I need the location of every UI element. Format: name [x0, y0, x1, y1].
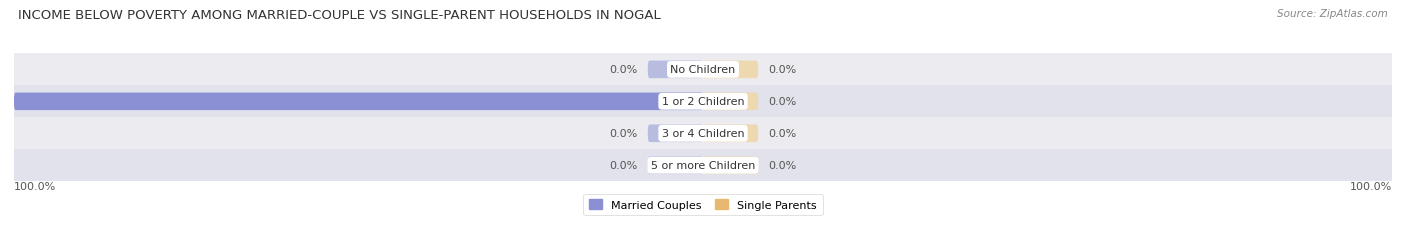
- Text: 100.0%: 100.0%: [0, 97, 4, 107]
- FancyBboxPatch shape: [703, 93, 758, 111]
- FancyBboxPatch shape: [14, 86, 1392, 118]
- FancyBboxPatch shape: [648, 157, 703, 174]
- Text: 0.0%: 0.0%: [609, 65, 637, 75]
- FancyBboxPatch shape: [14, 150, 1392, 182]
- Text: 5 or more Children: 5 or more Children: [651, 161, 755, 170]
- Text: No Children: No Children: [671, 65, 735, 75]
- FancyBboxPatch shape: [703, 157, 758, 174]
- FancyBboxPatch shape: [14, 93, 703, 111]
- Text: INCOME BELOW POVERTY AMONG MARRIED-COUPLE VS SINGLE-PARENT HOUSEHOLDS IN NOGAL: INCOME BELOW POVERTY AMONG MARRIED-COUPL…: [18, 9, 661, 22]
- FancyBboxPatch shape: [703, 125, 758, 143]
- Text: 0.0%: 0.0%: [769, 161, 797, 170]
- Text: 0.0%: 0.0%: [609, 129, 637, 139]
- Legend: Married Couples, Single Parents: Married Couples, Single Parents: [583, 194, 823, 215]
- Text: 0.0%: 0.0%: [609, 161, 637, 170]
- Text: 100.0%: 100.0%: [1350, 182, 1392, 191]
- FancyBboxPatch shape: [14, 118, 1392, 150]
- Text: 0.0%: 0.0%: [769, 97, 797, 107]
- Text: 0.0%: 0.0%: [769, 65, 797, 75]
- Text: 100.0%: 100.0%: [14, 182, 56, 191]
- FancyBboxPatch shape: [14, 54, 1392, 86]
- FancyBboxPatch shape: [648, 125, 703, 143]
- Text: Source: ZipAtlas.com: Source: ZipAtlas.com: [1277, 9, 1388, 19]
- Text: 3 or 4 Children: 3 or 4 Children: [662, 129, 744, 139]
- FancyBboxPatch shape: [703, 61, 758, 79]
- Text: 0.0%: 0.0%: [769, 129, 797, 139]
- FancyBboxPatch shape: [648, 61, 703, 79]
- Text: 1 or 2 Children: 1 or 2 Children: [662, 97, 744, 107]
